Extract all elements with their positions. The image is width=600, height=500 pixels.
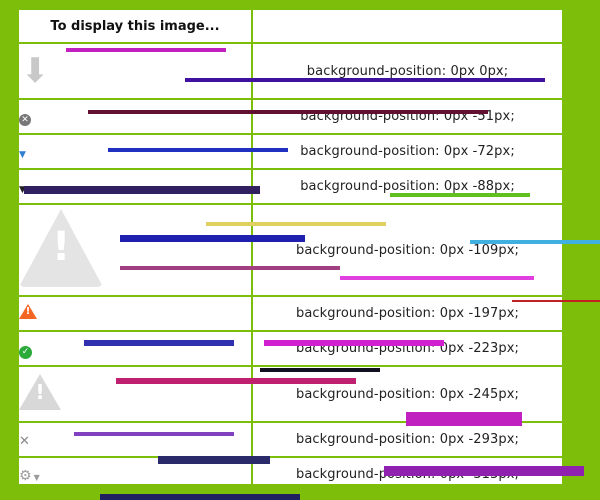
table-row: ✓ background-position: 0px -223px; [19,331,562,367]
css-value: background-position: 0px -51px; [252,99,562,135]
x-icon: ✕ [19,434,30,449]
sprite-table: To display this image... ⬇ background-po… [19,10,562,493]
warning-medium-icon: ! [19,374,61,410]
table-row: ! background-position: 0px -245px; [19,366,562,423]
table-row: ⬇ background-position: 0px 0px; [19,43,562,100]
down-arrow-icon: ⬇ [21,51,50,91]
circle-x-icon: ✕ [19,114,31,126]
css-value: background-position: 0px 0px; [252,43,562,100]
css-value: background-position: 0px -72px; [252,134,562,170]
gear-icon: ⚙ [19,468,32,484]
css-value: background-position: 0px -88px; [252,169,562,205]
top-strip [0,0,600,10]
table-row: ✕ background-position: 0px -293px; [19,422,562,458]
icon-column-header: To display this image... [19,10,253,44]
warning-large-icon: ! [19,209,103,287]
caret-down-black-icon: ▼ [19,185,26,195]
css-value: background-position: 0px -109px; [252,204,562,297]
warning-orange-icon: ! [19,304,37,319]
table-row: ▼ background-position: 0px -72px; [19,134,562,170]
table-row: ✕ background-position: 0px -51px; [19,99,562,135]
css-value: background-position: 0px -293px; [252,422,562,458]
caret-down-blue-icon: ▼ [19,150,26,160]
chevron-down-icon: ▼ [33,473,40,482]
css-value: background-position: 0px -197px; [252,296,562,332]
table-row: ! background-position: 0px -109px; [19,204,562,297]
table-row: ! background-position: 0px -197px; [19,296,562,332]
check-circle-icon: ✓ [19,345,32,359]
css-value: background-position: 0px -223px; [252,331,562,367]
header-row: To display this image... [19,10,562,44]
css-column-header [252,10,562,44]
